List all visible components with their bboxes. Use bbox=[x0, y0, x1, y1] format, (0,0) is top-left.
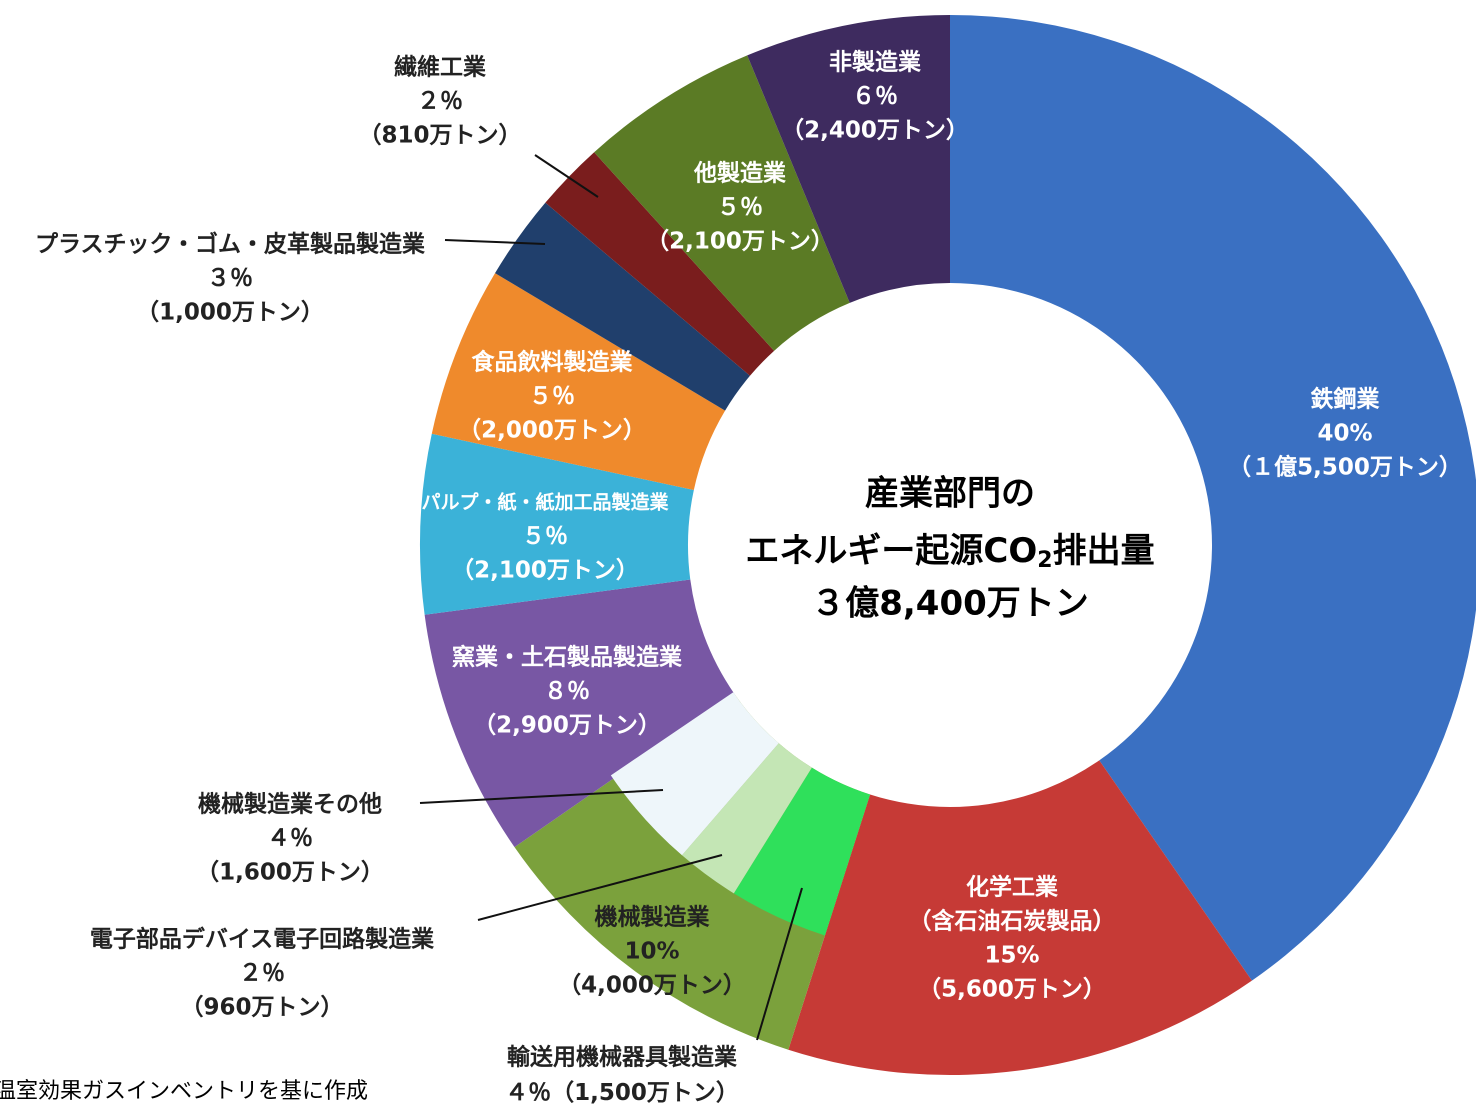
percent-label: ８％ bbox=[544, 679, 590, 705]
percent-label: ２％ bbox=[239, 961, 285, 987]
category-label: 鉄鋼業 bbox=[1311, 386, 1381, 413]
percent-label: ２％ bbox=[417, 89, 463, 115]
percent-label: ４％ bbox=[267, 826, 313, 852]
category-label: 食品飲料製造業 bbox=[472, 349, 634, 376]
value-label: （810万トン） bbox=[358, 122, 521, 149]
donut-segment bbox=[747, 15, 950, 303]
center-title-sub: 2 bbox=[1037, 548, 1052, 573]
category-label: プラスチック・ゴム・皮革製品製造業 bbox=[35, 231, 426, 258]
category-label: 繊維工業 bbox=[394, 54, 487, 81]
value-label: （5,600万トン） bbox=[918, 976, 1106, 1003]
percent-label: ５％ bbox=[529, 384, 575, 410]
leader-line bbox=[477, 854, 723, 921]
value-label: （2,100万トン） bbox=[646, 228, 834, 255]
category-label: 機械製造業 bbox=[595, 904, 711, 931]
category-label: 他製造業 bbox=[693, 160, 787, 187]
value-label: （2,900万トン） bbox=[473, 712, 661, 739]
value-label: （１億5,500万トン） bbox=[1228, 454, 1462, 481]
donut-segment bbox=[431, 273, 726, 491]
percent-label: ３％ bbox=[207, 266, 253, 292]
center-title: 産業部門の bbox=[865, 474, 1035, 514]
percent-label: ４％ bbox=[505, 1080, 551, 1106]
percent-label: 15% bbox=[984, 943, 1039, 969]
percent-label: ６％ bbox=[852, 84, 898, 110]
percent-label: 10% bbox=[624, 939, 679, 965]
donut-segment bbox=[545, 152, 775, 376]
category-label: 電子部品デバイス電子回路製造業 bbox=[90, 926, 435, 953]
value-label: （1,000万トン） bbox=[136, 299, 324, 326]
percent-label: ５％ bbox=[717, 195, 763, 221]
breakdown-segment bbox=[682, 743, 812, 894]
leader-line bbox=[534, 154, 599, 198]
category-label: （含石油石炭製品） bbox=[909, 908, 1116, 935]
breakdown-segment bbox=[733, 767, 871, 936]
percent-label: ５％ bbox=[522, 524, 568, 550]
leader-line bbox=[419, 789, 664, 804]
donut-segment bbox=[420, 433, 694, 615]
donut-segment bbox=[495, 202, 750, 411]
category-label: 非製造業 bbox=[829, 49, 922, 76]
center-title: エネルギー起源CO bbox=[745, 531, 1037, 571]
donut-segment bbox=[424, 579, 735, 848]
donut-segment bbox=[788, 760, 1252, 1076]
category-label: 化学工業 bbox=[966, 874, 1059, 901]
value-label: （1,600万トン） bbox=[196, 859, 384, 886]
value-label: （960万トン） bbox=[180, 994, 343, 1021]
source-note: 温室効果ガスインベントリを基に作成 bbox=[0, 1079, 368, 1104]
center-title: エネルギー起源CO2排出量 bbox=[745, 531, 1154, 574]
donut-segment bbox=[594, 55, 850, 351]
center-title: 排出量 bbox=[1053, 531, 1155, 571]
category-label: 機械製造業その他 bbox=[198, 791, 382, 818]
leader-line bbox=[756, 887, 803, 1041]
value-label: （4,000万トン） bbox=[558, 972, 746, 999]
value-label: （2,400万トン） bbox=[781, 117, 969, 144]
value-label: （2,000万トン） bbox=[458, 417, 646, 444]
value-label: （1,500万トン） bbox=[551, 1079, 739, 1106]
donut-segment bbox=[950, 15, 1476, 981]
value-label: ４％（1,500万トン） bbox=[505, 1079, 739, 1106]
percent-label: 40% bbox=[1317, 421, 1372, 447]
breakdown-segment bbox=[610, 692, 779, 856]
leader-line bbox=[444, 239, 546, 245]
category-label: 輸送用機械器具製造業 bbox=[507, 1044, 738, 1071]
center-total: ３億8,400万トン bbox=[811, 584, 1089, 624]
category-label: パルプ・紙・紙加工品製造業 bbox=[421, 491, 669, 514]
value-label: （2,100万トン） bbox=[451, 557, 639, 584]
category-label: 窯業・土石製品製造業 bbox=[452, 644, 683, 671]
